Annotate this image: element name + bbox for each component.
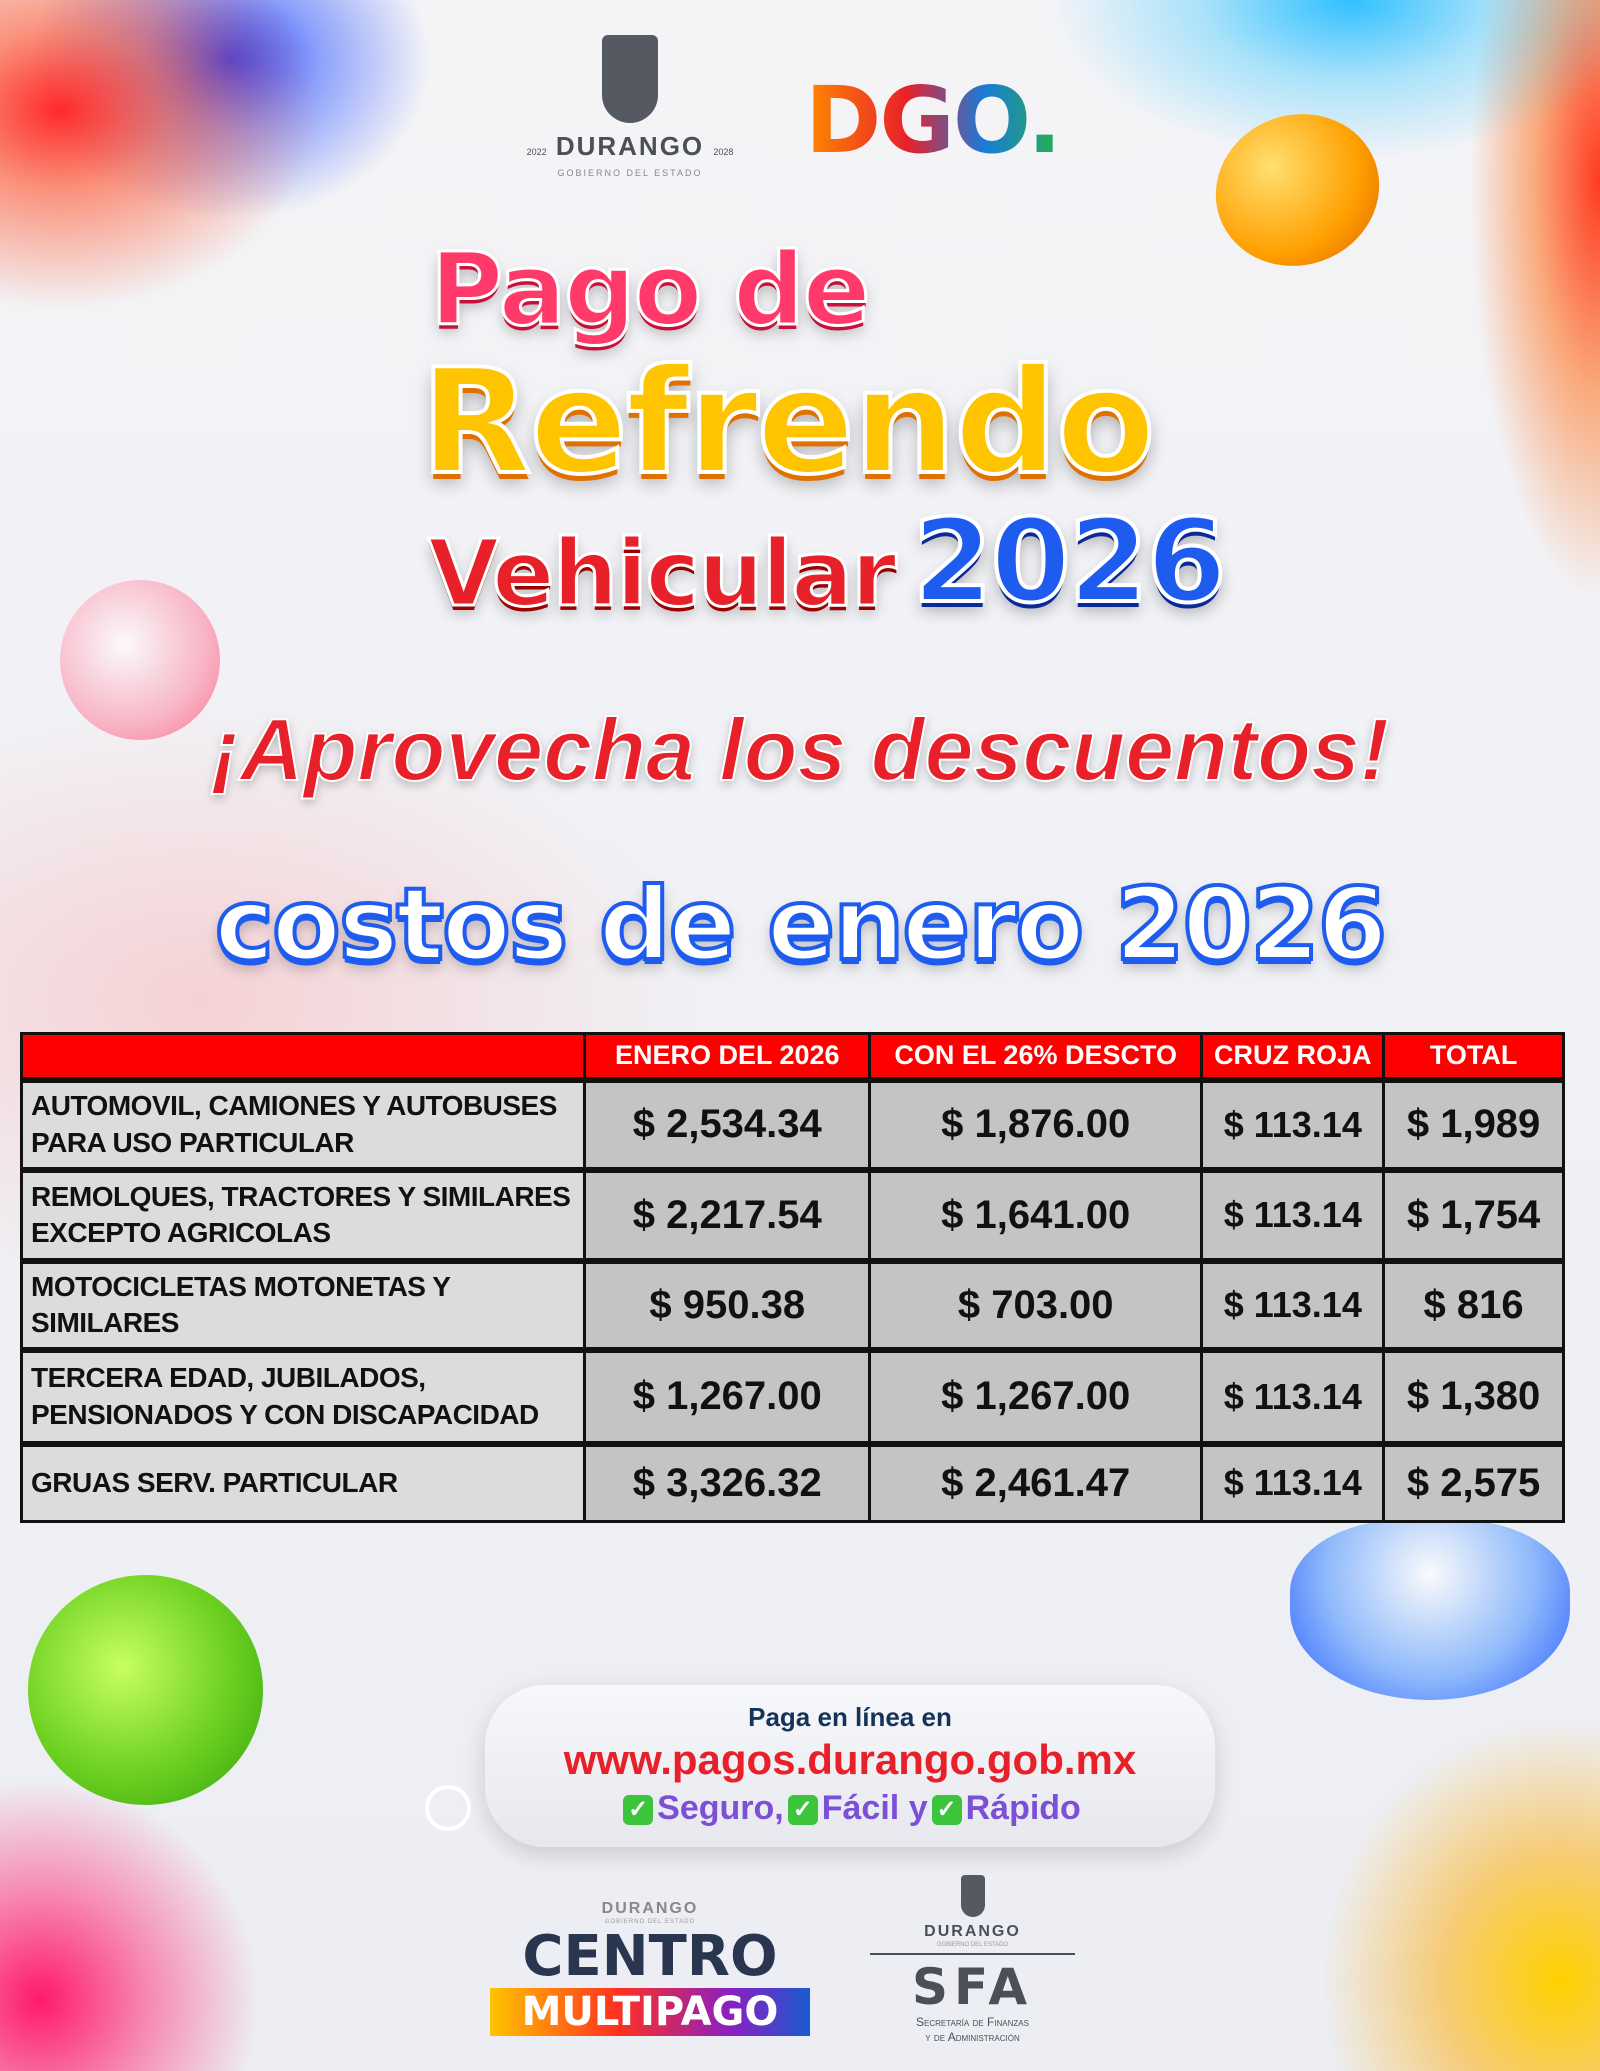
cell-descuento: $ 703.00 [868,1257,1204,1351]
cell-total: $ 816 [1382,1257,1565,1351]
table-row: TERCERA EDAD, JUBILADOS, PENSIONADOS Y C… [19,1346,1565,1445]
cell-enero: $ 1,267.00 [583,1346,872,1445]
cell-cruz-roja: $ 113.14 [1200,1076,1386,1171]
cell-descuento: $ 1,876.00 [868,1076,1204,1171]
cell-enero: $ 2,217.54 [583,1166,872,1262]
check-box-icon: ✓ [787,1795,818,1826]
cell-total: $ 1,989 [1382,1076,1565,1171]
cell-label: MOTOCICLETAS MOTONETAS Y SIMILARES [19,1257,587,1351]
tagline: ¡Aprovecha los descuentos! [210,699,1391,800]
cell-cruz-roja: $ 113.14 [1200,1166,1386,1262]
coat-of-arms-icon [960,1875,985,1917]
headline-line3: Vehicular [427,520,899,627]
cell-label: GRUAS SERV. PARTICULAR [19,1440,587,1523]
ring-decoration [425,1785,471,1831]
cell-descuento: $ 1,641.00 [868,1166,1204,1262]
pink-bubble [60,580,220,740]
cell-descuento: $ 1,267.00 [868,1346,1204,1445]
coat-of-arms-icon [602,35,658,123]
green-bubble [28,1575,263,1805]
headline-vehicular-row: Vehicular 2026 [427,495,1229,629]
cell-label: REMOLQUES, TRACTORES Y SIMILARES EXCEPTO… [19,1166,587,1262]
headline-year: 2026 [911,495,1229,629]
check-box-icon: ✓ [623,1795,654,1826]
table-row: REMOLQUES, TRACTORES Y SIMILARES EXCEPTO… [19,1166,1565,1262]
centro-multipago-logo: DURANGO GOBIERNO DEL ESTADO CENTRO MULTI… [490,1900,810,2036]
column-header [19,1032,587,1081]
cell-total: $ 1,380 [1382,1346,1565,1445]
table-row: GRUAS SERV. PARTICULAR $ 3,326.32 $ 2,461.… [19,1440,1565,1523]
table-row: MOTOCICLETAS MOTONETAS Y SIMILARES $ 950.… [19,1257,1565,1351]
cell-descuento: $ 2,461.47 [868,1440,1204,1523]
column-header: CRUZ ROJA [1200,1032,1386,1081]
cell-enero: $ 950.38 [583,1257,872,1351]
cell-total: $ 2,575 [1382,1440,1565,1523]
price-table: ENERO DEL 2026 CON EL 26% DESCTO CRUZ RO… [19,1032,1565,1523]
check-box-icon: ✓ [931,1795,962,1826]
column-header: CON EL 26% DESCTO [868,1032,1204,1081]
cell-total: $ 1,754 [1382,1166,1565,1262]
table-row: AUTOMOVIL, CAMIONES Y AUTOBUSES PARA USO… [19,1076,1565,1171]
cell-cruz-roja: $ 113.14 [1200,1257,1386,1351]
dgo-logo: DGO. [805,67,1062,174]
table-header-row: ENERO DEL 2026 CON EL 26% DESCTO CRUZ RO… [19,1032,1565,1081]
durango-logo: 2022 DURANGO 2028 GOBIERNO DEL ESTADO [505,35,755,179]
online-payment-card: Paga en línea en www.pagos.durango.gob.m… [485,1685,1215,1847]
cell-enero: $ 3,326.32 [583,1440,872,1523]
blue-bubble [1290,1520,1570,1700]
headline-line1: Pago de [429,231,873,348]
subtitle: costos de enero 2026 [213,866,1390,983]
column-header: TOTAL [1382,1032,1565,1081]
headline-line2: Refrendo [418,338,1158,507]
orange-bubble [1194,91,1401,289]
cell-label: AUTOMOVIL, CAMIONES Y AUTOBUSES PARA USO… [19,1076,587,1171]
cell-cruz-roja: $ 113.14 [1200,1346,1386,1445]
column-header: ENERO DEL 2026 [583,1032,872,1081]
cell-label: TERCERA EDAD, JUBILADOS, PENSIONADOS Y C… [19,1346,587,1445]
cell-enero: $ 2,534.34 [583,1076,872,1171]
sfa-logo: DURANGO GOBIERNO DEL ESTADO SFA Secretar… [870,1875,1075,2045]
payment-url-link[interactable]: www.pagos.durango.gob.mx [563,1736,1137,1783]
cell-cruz-roja: $ 113.14 [1200,1440,1386,1523]
